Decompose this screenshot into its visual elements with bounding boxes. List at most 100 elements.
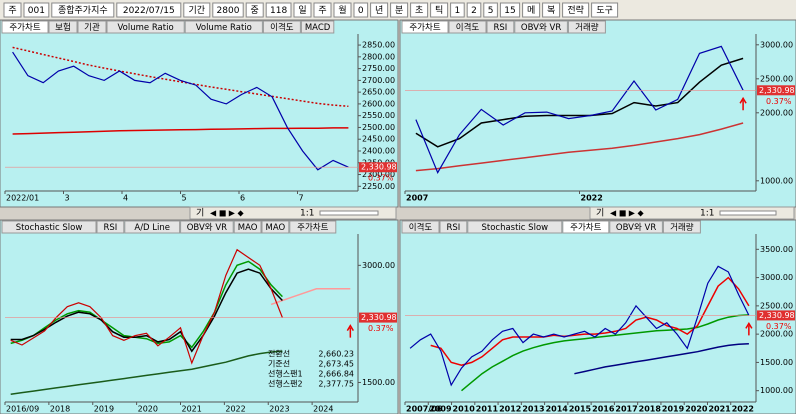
toolbar-label[interactable]: 001 xyxy=(28,6,45,16)
tab-label[interactable]: 보험 xyxy=(55,23,71,33)
toolbar-label[interactable]: 년 xyxy=(375,5,383,16)
tab[interactable] xyxy=(300,20,335,34)
tab-label[interactable]: 주가차트 xyxy=(409,23,440,33)
tab[interactable] xyxy=(448,20,487,34)
tab-label[interactable]: Stochastic Slow xyxy=(481,223,548,233)
tab[interactable] xyxy=(1,20,49,34)
tab[interactable] xyxy=(609,220,663,234)
toolbar-label[interactable]: 2800 xyxy=(217,6,240,16)
nav-label[interactable]: 기 xyxy=(196,208,204,219)
tab-label[interactable]: MAO xyxy=(238,223,258,233)
tab[interactable] xyxy=(289,220,337,234)
nav-controls[interactable]: ◀ ■ ▶ ◆ xyxy=(610,209,644,218)
tab[interactable] xyxy=(180,220,234,234)
tab[interactable] xyxy=(106,20,185,34)
nav-label[interactable]: 1:1 xyxy=(700,209,714,219)
toolbar-button[interactable] xyxy=(293,2,312,18)
toolbar-button[interactable] xyxy=(3,2,22,18)
tab[interactable] xyxy=(401,220,440,234)
tab[interactable] xyxy=(514,20,568,34)
tab[interactable] xyxy=(48,20,78,34)
tab-label[interactable]: 이격도 xyxy=(456,22,480,33)
tab[interactable] xyxy=(1,220,97,234)
toolbar-label[interactable]: 주 xyxy=(318,5,326,16)
nav-label[interactable]: 기 xyxy=(596,208,604,219)
tab[interactable] xyxy=(262,20,301,34)
tab[interactable] xyxy=(562,220,610,234)
tab-label[interactable]: OBV와 VR xyxy=(187,222,227,233)
toolbar-button[interactable] xyxy=(370,2,389,18)
toolbar-label[interactable]: 주 xyxy=(8,5,16,16)
tab-label[interactable]: MAO xyxy=(266,223,286,233)
toolbar-button[interactable] xyxy=(450,2,465,18)
toolbar-button[interactable] xyxy=(333,2,352,18)
toolbar-label[interactable]: 15 xyxy=(504,6,515,16)
toolbar-button[interactable] xyxy=(542,2,561,18)
toolbar-button[interactable] xyxy=(313,2,332,18)
tab-label[interactable]: MACD xyxy=(305,23,331,33)
toolbar-button[interactable] xyxy=(466,2,482,18)
tab[interactable] xyxy=(96,220,125,234)
tab[interactable] xyxy=(77,20,107,34)
tab-label[interactable]: 거래량 xyxy=(575,22,599,33)
nav-controls[interactable]: ◀ ■ ▶ ◆ xyxy=(210,209,244,218)
tab[interactable] xyxy=(486,20,515,34)
toolbar-button[interactable] xyxy=(410,2,429,18)
toolbar-button[interactable] xyxy=(353,2,369,18)
tab-label[interactable]: Volume Ratio xyxy=(118,23,174,33)
toolbar-label[interactable]: 일 xyxy=(298,5,306,16)
tab[interactable] xyxy=(401,20,449,34)
toolbar-label[interactable]: 분 xyxy=(395,5,403,16)
nav-slider[interactable] xyxy=(719,210,777,216)
toolbar-label[interactable]: 메 xyxy=(527,5,535,16)
tab[interactable] xyxy=(184,20,263,34)
toolbar-button[interactable] xyxy=(183,2,211,18)
toolbar-label[interactable]: 2022/07/15 xyxy=(123,6,175,16)
tab[interactable] xyxy=(261,220,290,234)
toolbar-label[interactable]: 5 xyxy=(488,6,494,16)
toolbar-button[interactable] xyxy=(483,2,498,18)
toolbar-label[interactable]: 월 xyxy=(338,4,346,16)
nav-slider[interactable] xyxy=(319,210,379,216)
toolbar-button[interactable] xyxy=(562,2,590,18)
toolbar-label[interactable]: 초 xyxy=(415,5,423,16)
toolbar-button[interactable] xyxy=(23,2,50,18)
tab[interactable] xyxy=(439,220,468,234)
toolbar-button[interactable] xyxy=(212,2,244,18)
tab-label[interactable]: RSI xyxy=(446,223,460,233)
toolbar-button[interactable] xyxy=(265,2,292,18)
tab-label[interactable]: 이격도 xyxy=(270,22,294,33)
tab-label[interactable]: 주가차트 xyxy=(297,223,328,233)
toolbar-label[interactable]: 1 xyxy=(455,6,461,16)
tab-label[interactable]: 기관 xyxy=(84,22,100,33)
toolbar-label[interactable]: 종합주가지수 xyxy=(58,5,108,16)
toolbar-button[interactable] xyxy=(522,2,541,18)
tab-label[interactable]: 이격도 xyxy=(409,222,433,233)
tab[interactable] xyxy=(662,220,701,234)
nav-label[interactable]: 1:1 xyxy=(300,209,314,219)
toolbar-label[interactable]: 기간 xyxy=(189,5,206,16)
tab-label[interactable]: OBV와 VR xyxy=(616,222,656,233)
toolbar-label[interactable]: 2 xyxy=(471,6,477,16)
tab-label[interactable]: RSI xyxy=(493,23,507,33)
tab[interactable] xyxy=(567,20,606,34)
toolbar-button[interactable] xyxy=(390,2,409,18)
toolbar-button[interactable] xyxy=(51,2,115,18)
tab[interactable] xyxy=(233,220,262,234)
tab[interactable] xyxy=(124,220,181,234)
toolbar-label[interactable]: 도구 xyxy=(596,5,613,16)
tab-label[interactable]: Volume Ratio xyxy=(196,23,252,33)
toolbar-label[interactable]: 복 xyxy=(547,5,555,16)
toolbar-button[interactable] xyxy=(245,2,264,18)
toolbar-label[interactable]: 전략 xyxy=(567,4,584,16)
toolbar-label[interactable]: 중 xyxy=(251,5,259,16)
tab-label[interactable]: Stochastic Slow xyxy=(16,223,83,233)
tab-label[interactable]: A/D Line xyxy=(134,223,170,233)
toolbar-label[interactable]: 118 xyxy=(270,6,287,16)
toolbar-button[interactable] xyxy=(591,2,619,18)
tab[interactable] xyxy=(467,220,563,234)
toolbar-button[interactable] xyxy=(499,2,521,18)
toolbar-button[interactable] xyxy=(116,2,182,18)
tab-label[interactable]: 거래량 xyxy=(670,222,694,233)
tab-label[interactable]: RSI xyxy=(103,223,117,233)
